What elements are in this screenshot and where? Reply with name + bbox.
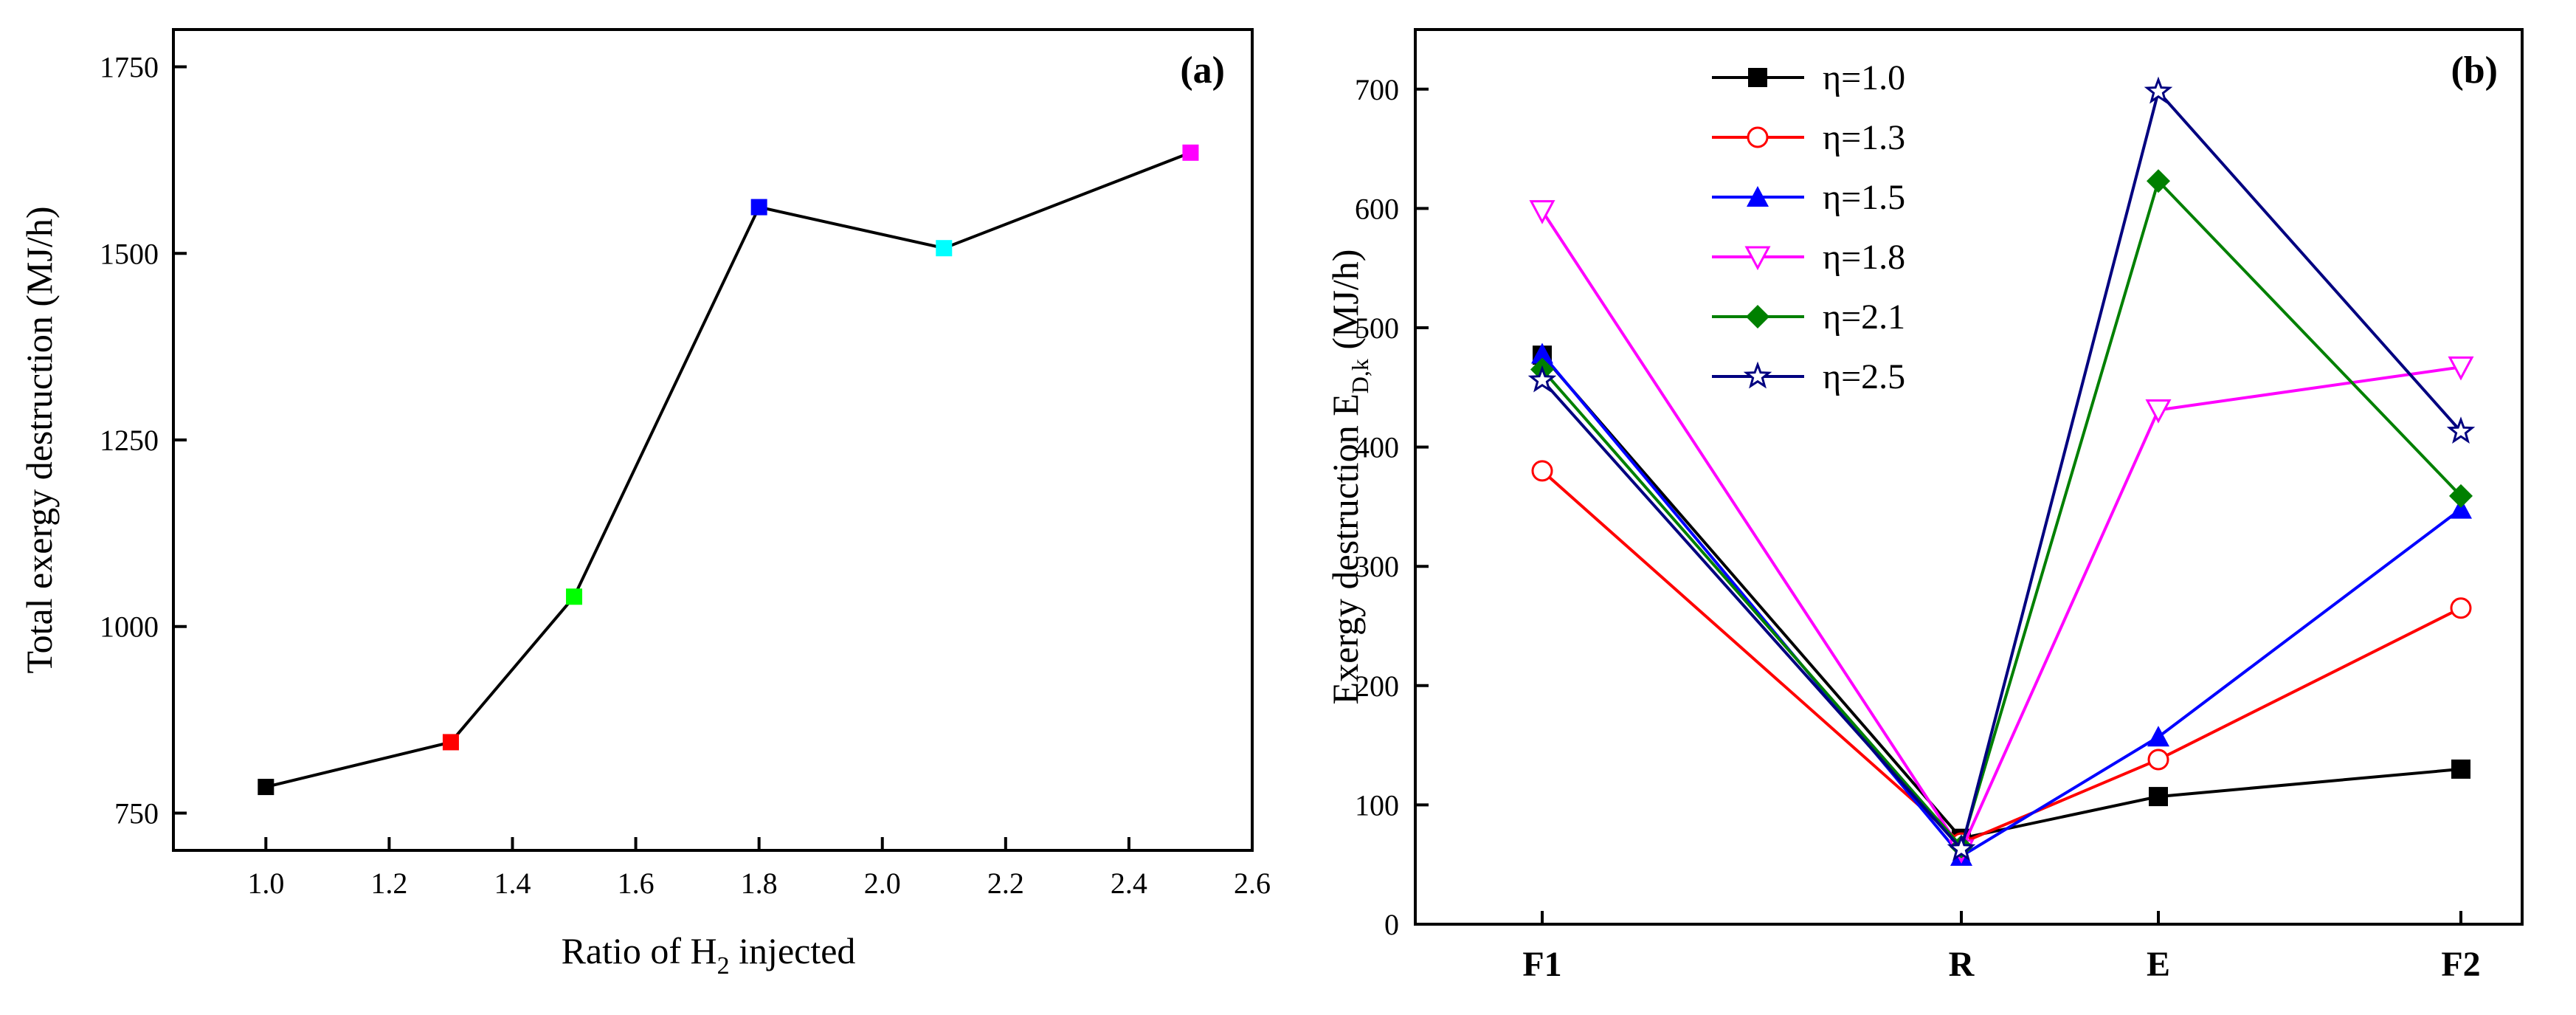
panel-b-chart: 0 100 200 300 400 500 600 700 F1 R E F2 η=1.0 η=1.3… xyxy=(1325,28,2524,984)
panel-a-point xyxy=(258,779,274,796)
panel-b-category-label: R xyxy=(1949,945,1975,984)
panel-b-point xyxy=(1529,200,1555,224)
panel-b-series-line xyxy=(1541,178,2462,850)
panel-b-y-tick-label: 400 xyxy=(1355,431,1399,464)
panel-a-x-tick-label: 1.6 xyxy=(618,867,655,900)
panel-b-frame xyxy=(1414,28,2524,926)
legend-marker xyxy=(1747,186,1769,207)
panel-b-point xyxy=(1531,460,1553,482)
panel-a-series xyxy=(258,144,1199,796)
panel-b-series-line xyxy=(1541,354,2462,840)
panel-b-point xyxy=(2448,356,2474,381)
panel-a-y-axis-label: Total exergy destruction (MJ/h) xyxy=(18,207,60,674)
panel-b-legend: η=1.0 η=1.3 η=1.5 η=1.8 η=2.1 η=2.5 xyxy=(1712,58,1905,396)
panel-b-series-line xyxy=(1541,353,2462,859)
panel-b-x-ticks: F1 R E F2 xyxy=(1522,911,2481,984)
panel-b-y-ticks: 0 100 200 300 400 500 600 700 xyxy=(1355,73,1429,941)
legend-marker xyxy=(1743,361,1772,389)
legend-label: η=1.5 xyxy=(1823,178,1905,217)
legend-marker xyxy=(1746,305,1769,328)
panel-b-y-tick-label: 500 xyxy=(1355,312,1399,345)
panel-a-point xyxy=(936,240,953,257)
panel-b-point xyxy=(2147,169,2170,193)
panel-b-point xyxy=(2147,749,2169,771)
panel-a-point xyxy=(566,588,583,605)
legend-label: η=1.8 xyxy=(1823,238,1905,277)
panel-b-y-tick-label: 0 xyxy=(1384,908,1399,941)
panel-b-point xyxy=(2450,597,2472,619)
panel-b-series-2 xyxy=(1531,343,2472,866)
panel-b-series-line xyxy=(1541,469,2462,845)
panel-b-category-label: E xyxy=(2147,945,2170,984)
panel-b-ylabel-suffix: (MJ/h) xyxy=(1325,250,1366,359)
panel-b-series-4 xyxy=(1530,169,2473,859)
panel-a-x-axis-label: Ratio of H2 injected xyxy=(562,930,856,980)
panel-a-x-tick-label: 1.4 xyxy=(494,867,531,900)
panel-b-series-3 xyxy=(1529,200,2474,864)
panel-b-point xyxy=(2451,759,2470,779)
panel-b-point xyxy=(2446,416,2476,444)
panel-a-y-tick-label: 750 xyxy=(114,796,159,830)
panel-b-category-label: F1 xyxy=(1522,945,1561,984)
panel-a-tag: (a) xyxy=(1180,49,1225,92)
legend-marker xyxy=(1744,246,1771,271)
panel-b-y-axis-label: Exergy destruction ED,k (MJ/h) xyxy=(1325,250,1373,705)
panel-b-point xyxy=(2147,726,2169,747)
panel-a-y-tick-label: 1500 xyxy=(100,237,159,270)
panel-a-xlabel-suffix: injected xyxy=(730,930,856,971)
panel-a-xlabel-sub: 2 xyxy=(717,952,730,980)
panel-a-point xyxy=(750,199,767,216)
panel-a-point xyxy=(1182,144,1199,161)
panel-b-point xyxy=(2149,787,2168,807)
panel-b-y-tick-label: 100 xyxy=(1355,788,1399,822)
panel-b-point xyxy=(2449,484,2473,508)
panel-b-y-tick-label: 600 xyxy=(1355,192,1399,225)
panel-a-xlabel-prefix: Ratio of H xyxy=(562,930,717,971)
panel-a-x-ticks: 1.0 1.2 1.4 1.6 1.8 2.0 2.2 2.4 2.6 xyxy=(247,837,1271,900)
panel-a-x-tick-label: 1.0 xyxy=(247,867,284,900)
legend-label: η=1.3 xyxy=(1823,118,1905,157)
panel-a-x-tick-label: 2.6 xyxy=(1234,867,1271,900)
panel-a-y-tick-label: 1250 xyxy=(100,424,159,457)
panel-b-series-5 xyxy=(1527,76,2476,861)
panel-b-series xyxy=(1527,76,2476,866)
panel-a-y-tick-label: 1000 xyxy=(100,610,159,644)
legend-label: η=2.1 xyxy=(1823,297,1905,337)
panel-a-x-tick-label: 2.2 xyxy=(987,867,1024,900)
panel-b-series-line xyxy=(1541,88,2462,853)
panel-a-x-tick-label: 1.2 xyxy=(370,867,407,900)
panel-a-frame xyxy=(172,28,1254,852)
panel-b-y-tick-label: 300 xyxy=(1355,550,1399,583)
legend-marker xyxy=(1747,126,1769,148)
panel-b-point xyxy=(2144,76,2173,104)
panel-b-ylabel-prefix: Exergy destruction E xyxy=(1325,393,1366,704)
panel-b-category-label: F2 xyxy=(2441,945,2480,984)
legend-label: η=2.5 xyxy=(1823,357,1905,396)
panel-b-series-0 xyxy=(1533,345,2470,848)
panel-b-y-tick-label: 700 xyxy=(1355,73,1399,106)
panel-a-y-tick-label: 1750 xyxy=(100,51,159,84)
panel-b-point xyxy=(1527,365,1557,393)
panel-a-point xyxy=(442,734,459,751)
panel-b-point xyxy=(2145,399,2172,424)
panel-a-x-tick-label: 2.0 xyxy=(864,867,901,900)
panel-b-y-tick-label: 200 xyxy=(1355,670,1399,703)
panel-b-point xyxy=(1947,833,1976,861)
panel-b-series-line xyxy=(1541,210,2462,853)
panel-a-x-tick-label: 1.8 xyxy=(741,867,778,900)
panel-a-line xyxy=(265,151,1192,789)
panel-b-point xyxy=(2450,498,2472,519)
panel-b-tag: (b) xyxy=(2451,49,2498,92)
legend-marker xyxy=(1748,68,1767,87)
panel-b-point xyxy=(1531,343,1553,364)
panel-a-chart: 750 1000 1250 1500 1750 1.0 1.2 1.4 1.6 1.8 2.0 2.… xyxy=(18,28,1271,980)
legend-label: η=1.0 xyxy=(1823,58,1905,97)
panel-a-x-tick-label: 2.4 xyxy=(1111,867,1147,900)
panel-b-ylabel-sub: D,k xyxy=(1347,359,1373,393)
panel-a-y-ticks: 750 1000 1250 1500 1750 xyxy=(100,51,187,830)
